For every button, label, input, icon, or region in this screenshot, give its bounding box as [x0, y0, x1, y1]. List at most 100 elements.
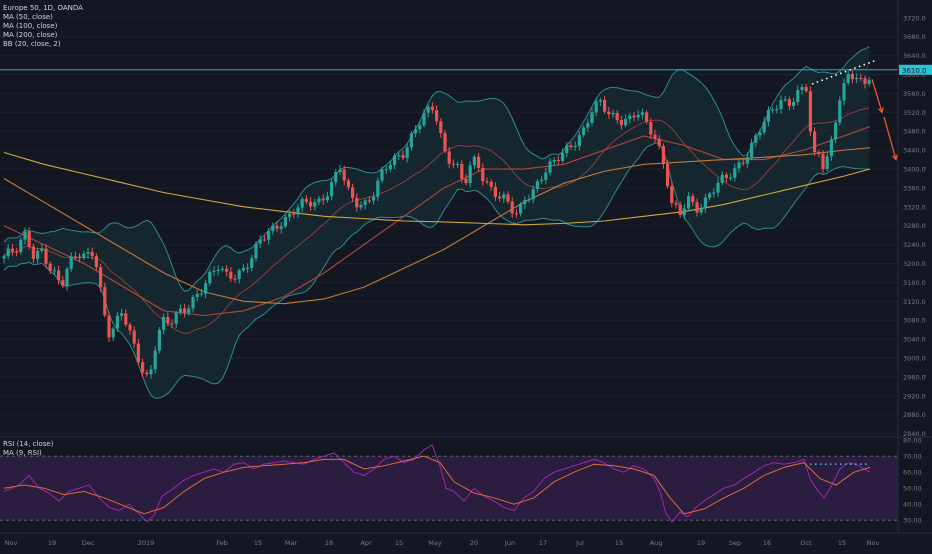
- candle-body: [519, 204, 523, 214]
- time-tick-label: Mar: [285, 539, 298, 547]
- candle-body: [724, 174, 728, 178]
- legend-bb: BB (20, close, 2): [3, 40, 61, 48]
- candle-body: [468, 165, 472, 184]
- candle-body: [649, 121, 653, 135]
- legend-rsi: RSI (14, close): [3, 440, 54, 448]
- candle-body: [678, 204, 682, 215]
- price-tick-label: 2920.0: [903, 392, 926, 400]
- candle-body: [493, 186, 497, 197]
- candle-body: [443, 133, 447, 152]
- candle-body: [712, 192, 716, 194]
- price-tick-label: 3360.0: [903, 184, 926, 192]
- candle-body: [78, 256, 82, 259]
- rsi-tick-label: 50.00: [903, 485, 922, 493]
- candle-body: [586, 122, 590, 128]
- candle-body: [36, 250, 40, 259]
- candle-body: [628, 115, 632, 120]
- candle-body: [372, 196, 376, 201]
- candle-body: [552, 160, 556, 162]
- candle-body: [73, 256, 77, 258]
- bb-basis: [3, 107, 870, 334]
- candle-body: [607, 111, 611, 115]
- candle-body: [342, 169, 346, 181]
- candle-body: [229, 271, 233, 279]
- candle-body: [834, 122, 838, 140]
- candle-body: [540, 179, 544, 182]
- price-tick-label: 3320.0: [903, 203, 926, 211]
- ma-line: [3, 147, 871, 305]
- candle-body: [254, 243, 258, 259]
- time-tick-label: 17: [539, 539, 547, 547]
- candle-body: [124, 313, 128, 325]
- candle-body: [750, 142, 754, 157]
- time-tick-label: 16: [763, 539, 771, 547]
- candle-body: [825, 156, 829, 170]
- candle-body: [456, 163, 460, 165]
- moving-averages: [3, 125, 871, 317]
- time-tick-label: 19: [48, 539, 56, 547]
- candle-body: [577, 135, 581, 147]
- candle-body: [69, 256, 73, 269]
- candle-body: [754, 135, 758, 143]
- candle-body: [292, 213, 296, 215]
- time-tick-label: Sep: [729, 539, 741, 547]
- candle-body: [846, 73, 850, 84]
- candle-body: [271, 225, 275, 232]
- candle-body: [233, 278, 237, 280]
- candle-body: [598, 99, 602, 102]
- candle-body: [132, 330, 136, 344]
- candle-body: [376, 180, 380, 197]
- price-tick-label: 3520.0: [903, 109, 926, 117]
- candle-body: [338, 169, 342, 173]
- candle-body: [489, 181, 493, 187]
- candle-body: [48, 263, 52, 272]
- candle-body: [418, 125, 422, 130]
- rsi-legend: RSI (14, close) MA (9, RSI): [3, 440, 53, 458]
- candle-body: [783, 99, 787, 101]
- candle-body: [498, 196, 502, 199]
- time-tick-label: 20: [470, 539, 478, 547]
- candle-body: [149, 369, 153, 375]
- legend-rsi-ma: MA (9, RSI): [3, 449, 42, 457]
- price-tick-label: 2960.0: [903, 373, 926, 381]
- candle-body: [204, 283, 208, 294]
- price-tick-label: 3680.0: [903, 33, 926, 41]
- candle-body: [787, 99, 791, 107]
- candle-body: [523, 199, 527, 205]
- price-tick-label: 3000.0: [903, 355, 926, 363]
- candle-body: [426, 106, 430, 113]
- candle-body: [771, 109, 775, 111]
- candle-body: [729, 177, 733, 179]
- annotations: [811, 59, 898, 161]
- time-tick-label: 15: [838, 539, 846, 547]
- time-tick-label: Aug: [650, 539, 663, 547]
- candle-body: [439, 121, 443, 134]
- rsi-pane: [0, 436, 932, 523]
- candle-body: [695, 202, 699, 213]
- rsi-line: [3, 444, 871, 523]
- candle-body: [44, 248, 48, 264]
- candle-body: [241, 268, 245, 271]
- candle-body: [573, 146, 577, 148]
- candle-body: [544, 172, 548, 180]
- candle-body: [367, 200, 371, 202]
- candle-body: [330, 182, 334, 197]
- candle-body: [128, 324, 132, 331]
- candle-body: [766, 110, 770, 122]
- candle-body: [136, 343, 140, 363]
- candle-body: [65, 268, 69, 286]
- time-tick-label: 15: [254, 539, 262, 547]
- candle-body: [321, 198, 325, 201]
- candle-body: [582, 127, 586, 136]
- candle-body: [397, 155, 401, 157]
- candle-body: [762, 121, 766, 133]
- down-arrow-shaft: [883, 116, 897, 160]
- candle-body: [359, 204, 363, 208]
- candle-body: [355, 198, 359, 208]
- candle-body: [460, 163, 464, 179]
- candle-body: [645, 112, 649, 122]
- candle-body: [187, 308, 191, 313]
- candle-body: [703, 197, 707, 209]
